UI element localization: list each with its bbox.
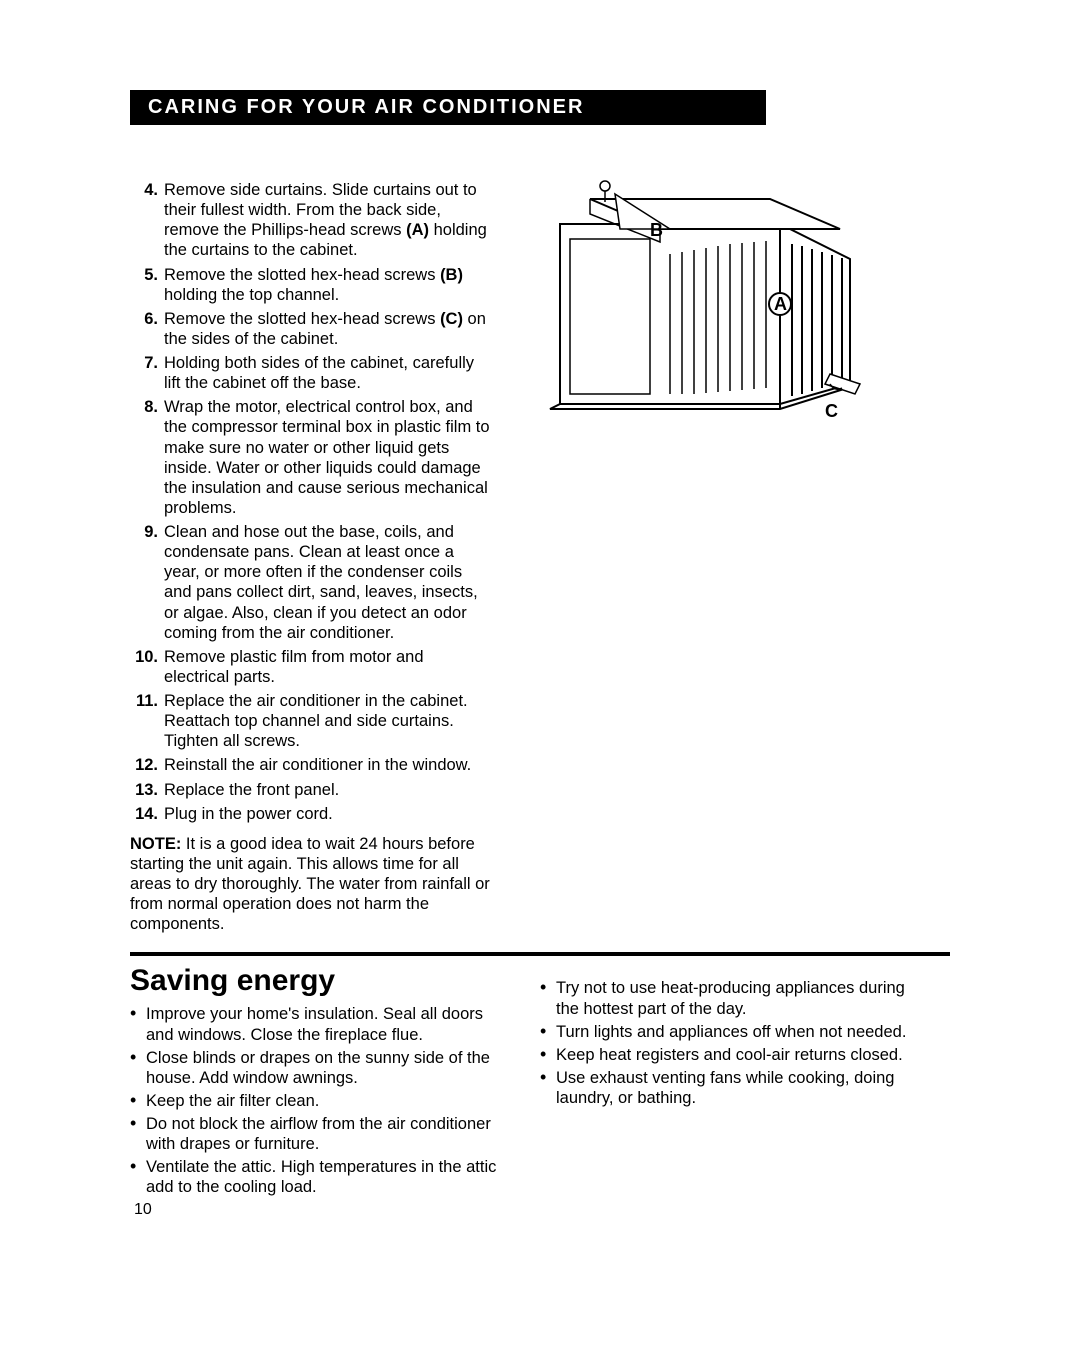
step-number: 11. [130, 691, 158, 711]
step-item: 8. Wrap the motor, electrical control box… [130, 397, 490, 518]
bullet-item: Ventilate the attic. High temperatures i… [130, 1157, 510, 1197]
section-banner: CARING FOR YOUR AIR CONDITIONER [130, 90, 766, 125]
step-text: Remove plastic film from motor and elect… [164, 648, 424, 686]
step-text: Reinstall the air conditioner in the win… [164, 756, 471, 774]
step-number: 10. [130, 647, 158, 667]
bullet-item: Try not to use heat-producing appliances… [540, 978, 920, 1018]
bullet-item: Improve your home's insulation. Seal all… [130, 1004, 510, 1044]
steps-column: 4. Remove side curtains. Slide curtains o… [130, 180, 490, 934]
step-number: 13. [130, 780, 158, 800]
step-item: 6. Remove the slotted hex-head screws (C)… [130, 309, 490, 349]
saving-bullets-right: Try not to use heat-producing appliances… [540, 978, 920, 1108]
bullet-item: Keep the air filter clean. [130, 1091, 510, 1111]
step-item: 5. Remove the slotted hex-head screws (B)… [130, 265, 490, 305]
step-text: Holding both sides of the cabinet, caref… [164, 354, 474, 392]
saving-energy-title: Saving energy [130, 964, 510, 998]
note-label: NOTE: [130, 835, 181, 853]
step-text: Remove side curtains. Slide curtains out… [164, 181, 487, 259]
page-number: 10 [134, 1201, 510, 1219]
step-item: 10. Remove plastic film from motor and el… [130, 647, 490, 687]
section-divider [130, 952, 950, 956]
step-item: 13. Replace the front panel. [130, 780, 490, 800]
step-list: 4. Remove side curtains. Slide curtains o… [130, 180, 490, 824]
saving-bullets-left: Improve your home's insulation. Seal all… [130, 1004, 510, 1197]
step-item: 12. Reinstall the air conditioner in the … [130, 755, 490, 775]
note-text: It is a good idea to wait 24 hours befor… [130, 835, 490, 934]
step-item: 9. Clean and hose out the base, coils, an… [130, 522, 490, 643]
step-item: 11. Replace the air conditioner in the ca… [130, 691, 490, 751]
step-number: 4. [130, 180, 158, 200]
diagram-label-c: C [825, 401, 838, 421]
step-item: 7. Holding both sides of the cabinet, car… [130, 353, 490, 393]
diagram-label-b: B [650, 220, 663, 240]
diagram-label-a: A [774, 294, 787, 314]
step-number: 7. [130, 353, 158, 373]
step-number: 12. [130, 755, 158, 775]
ac-diagram: B A C [530, 174, 870, 424]
step-text: Remove the slotted hex-head screws (B) h… [164, 266, 463, 304]
step-text: Wrap the motor, electrical control box, … [164, 398, 490, 517]
saving-energy-section: Saving energy Improve your home's insula… [130, 964, 950, 1218]
note-block: NOTE: It is a good idea to wait 24 hours… [130, 834, 490, 935]
step-text: Clean and hose out the base, coils, and … [164, 523, 478, 642]
step-text: Plug in the power cord. [164, 805, 333, 823]
step-number: 9. [130, 522, 158, 542]
step-number: 6. [130, 309, 158, 329]
step-text: Replace the air conditioner in the cabin… [164, 692, 468, 750]
step-item: 14. Plug in the power cord. [130, 804, 490, 824]
bullet-item: Do not block the airflow from the air co… [130, 1114, 510, 1154]
bullet-item: Use exhaust venting fans while cooking, … [540, 1068, 920, 1108]
step-number: 5. [130, 265, 158, 285]
step-item: 4. Remove side curtains. Slide curtains o… [130, 180, 490, 261]
bullet-item: Keep heat registers and cool-air returns… [540, 1045, 920, 1065]
step-text: Replace the front panel. [164, 781, 339, 799]
diagram-column: B A C [520, 180, 900, 934]
bullet-item: Turn lights and appliances off when not … [540, 1022, 920, 1042]
step-text: Remove the slotted hex-head screws (C) o… [164, 310, 486, 348]
bullet-item: Close blinds or drapes on the sunny side… [130, 1048, 510, 1088]
step-number: 14. [130, 804, 158, 824]
step-number: 8. [130, 397, 158, 417]
